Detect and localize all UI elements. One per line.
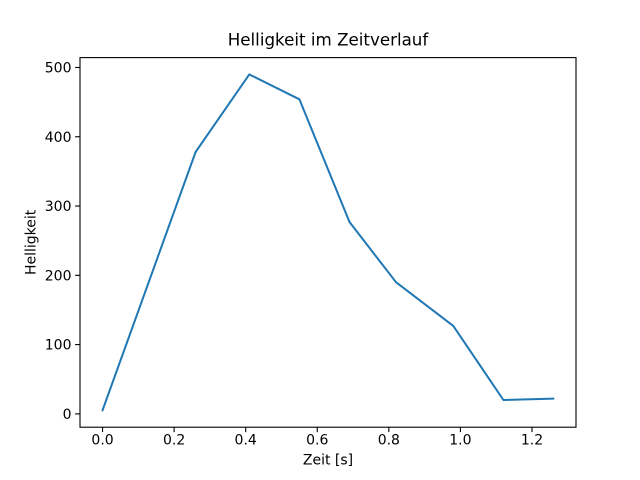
- x-tick-label: 0.8: [378, 433, 400, 449]
- y-tick-label: 0: [63, 407, 72, 423]
- x-tick-label: 1.2: [521, 433, 543, 449]
- y-tick-label: 400: [45, 130, 72, 146]
- y-tick-label: 100: [45, 338, 72, 354]
- plot-area: 0.0 0.2 0.4 0.6 0.8 1.0 1.2 0 100 200 300 400 500: [45, 57, 577, 449]
- y-tick-label: 200: [45, 268, 72, 284]
- y-tick-label: 500: [45, 60, 72, 76]
- x-axis-label: Zeit [s]: [303, 453, 353, 469]
- x-tick-label: 1.0: [449, 433, 471, 449]
- chart-title: Helligkeit im Zeitverlauf: [228, 30, 430, 50]
- axes-spines: [79, 57, 577, 428]
- x-tick-label: 0.0: [91, 433, 113, 449]
- brightness-line: [101, 73, 555, 412]
- x-tick-label: 0.6: [306, 433, 328, 449]
- x-tick-label: 0.2: [163, 433, 185, 449]
- y-axis-label: Helligkeit: [24, 209, 40, 275]
- x-tick-label: 0.4: [235, 433, 257, 449]
- y-tick-label: 300: [45, 199, 72, 215]
